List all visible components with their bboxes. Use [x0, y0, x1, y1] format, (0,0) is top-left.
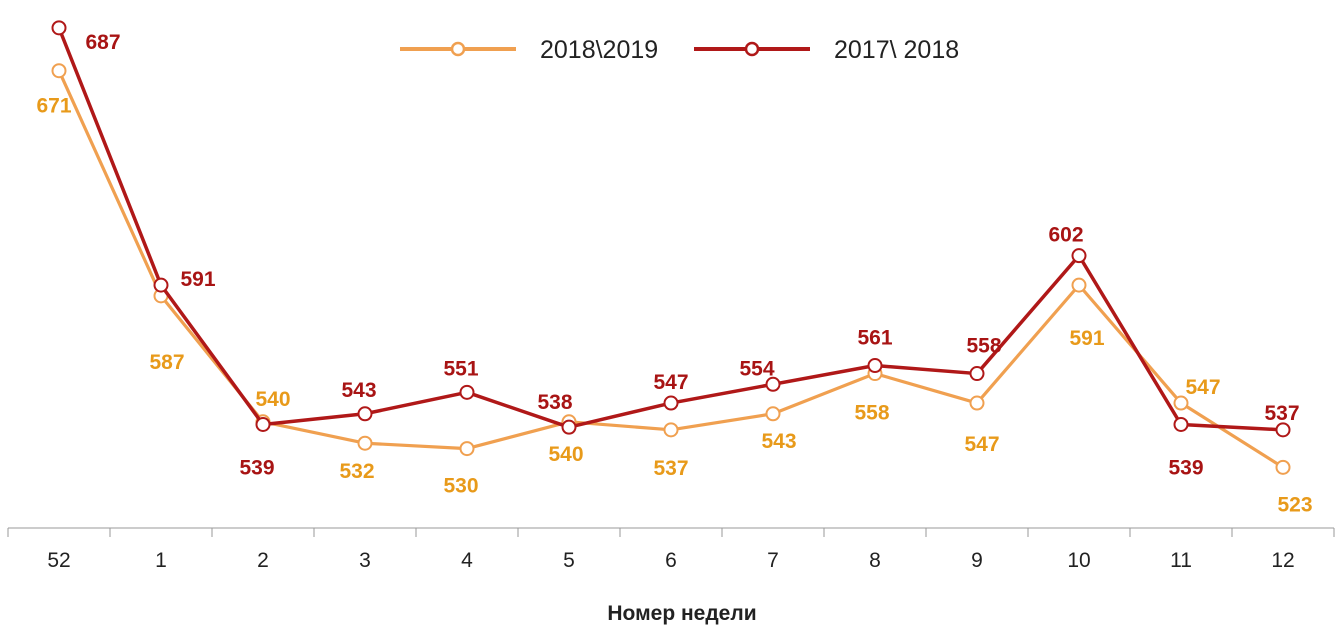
- data-point-marker: [969, 395, 985, 411]
- data-label: 538: [537, 391, 572, 414]
- data-point-marker: [459, 441, 475, 457]
- x-tick-label: 12: [1271, 549, 1294, 572]
- data-label: 543: [761, 430, 796, 453]
- data-label: 558: [854, 402, 889, 425]
- data-point-marker: [1173, 416, 1189, 432]
- legend-label: 2018\2019: [540, 36, 658, 64]
- data-point-marker: [765, 406, 781, 422]
- data-label: 532: [339, 460, 374, 483]
- data-point-marker: [1071, 277, 1087, 293]
- data-point-marker: [51, 20, 67, 36]
- data-label: 537: [1264, 402, 1299, 425]
- data-labels: 671 587 540 532 530 540 537 543 558 547 591 547 523 6…: [36, 31, 1312, 517]
- data-point-marker: [1071, 248, 1087, 264]
- x-tick-label: 10: [1067, 549, 1090, 572]
- data-label: 547: [964, 433, 999, 456]
- x-tick-label: 9: [971, 549, 983, 572]
- data-label: 540: [548, 443, 583, 466]
- data-label: 561: [857, 327, 892, 350]
- data-point-marker: [459, 384, 475, 400]
- x-tick-label: 7: [767, 549, 779, 572]
- legend-label: 2017\ 2018: [834, 36, 959, 64]
- data-point-marker: [1173, 395, 1189, 411]
- data-label: 523: [1277, 493, 1312, 516]
- x-tick-label: 6: [665, 549, 677, 572]
- data-point-marker: [969, 366, 985, 382]
- data-point-marker: [51, 63, 67, 79]
- data-label: 539: [239, 456, 274, 479]
- x-tick-label: 2: [257, 549, 269, 572]
- data-label: 543: [341, 379, 376, 402]
- legend-item: 2018\2019: [400, 36, 658, 64]
- legend-item: 2017\ 2018: [694, 36, 959, 64]
- x-tick-label: 3: [359, 549, 371, 572]
- data-point-marker: [663, 422, 679, 438]
- x-tick-label: 4: [461, 549, 473, 572]
- data-label: 591: [1069, 327, 1104, 350]
- x-tick-label: 11: [1170, 549, 1192, 572]
- legend: 2018\2019 2017\ 2018: [400, 36, 959, 64]
- x-axis-title: Номер недели: [607, 602, 756, 625]
- data-label: 540: [255, 388, 290, 411]
- data-point-marker: [867, 358, 883, 374]
- data-label: 591: [180, 268, 215, 291]
- data-label: 547: [1185, 376, 1220, 399]
- data-label: 537: [653, 457, 688, 480]
- data-point-marker: [1275, 422, 1291, 438]
- data-point-marker: [357, 406, 373, 422]
- series-line: [57, 26, 1285, 432]
- data-label: 539: [1168, 456, 1203, 479]
- legend-marker-swatch: [744, 41, 760, 57]
- data-label: 554: [739, 357, 774, 380]
- data-label: 587: [149, 351, 184, 374]
- data-point-marker: [561, 419, 577, 435]
- data-label: 671: [36, 95, 71, 118]
- data-label: 558: [966, 335, 1001, 358]
- data-label: 530: [443, 475, 478, 498]
- data-point-marker: [1275, 459, 1291, 475]
- legend-marker-swatch: [450, 41, 466, 57]
- data-point-marker: [255, 416, 271, 432]
- series-lines: [51, 20, 1291, 475]
- data-label: 551: [443, 357, 478, 380]
- data-label: 687: [85, 31, 120, 54]
- data-point-marker: [765, 376, 781, 392]
- data-point-marker: [153, 277, 169, 293]
- x-axis: 52 1 2 3 4 5 6 7 8 9 10 11 12: [7, 527, 1335, 572]
- data-label: 547: [653, 371, 688, 394]
- x-tick-label: 5: [563, 549, 575, 572]
- x-tick-label: 52: [47, 549, 70, 572]
- data-label: 602: [1048, 224, 1083, 247]
- x-tick-label: 8: [869, 549, 881, 572]
- data-point-marker: [663, 395, 679, 411]
- data-point-marker: [357, 435, 373, 451]
- x-tick-label: 1: [155, 549, 167, 572]
